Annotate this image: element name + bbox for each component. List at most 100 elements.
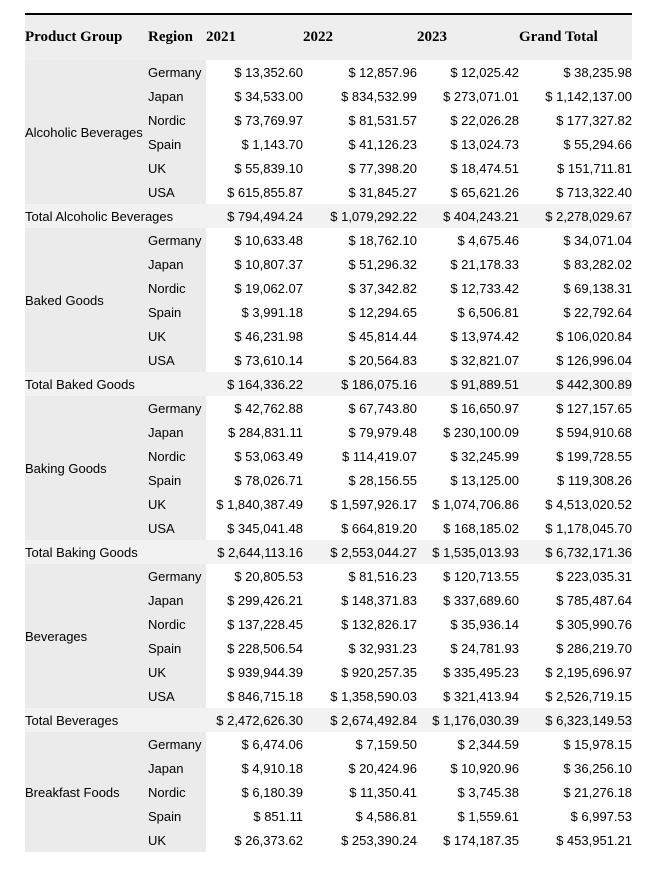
value-cell: $ 615,855.87 [206,180,303,204]
value-cell: $ 24,781.93 [417,636,519,660]
value-cell: $ 19,062.07 [206,276,303,300]
value-cell: $ 21,276.18 [519,780,632,804]
value-cell: $ 69,138.31 [519,276,632,300]
total-row: Total Alcoholic Beverages $ 794,494.24 $ 1… [25,204,632,228]
value-cell: $ 713,322.40 [519,180,632,204]
value-cell: $ 53,063.49 [206,444,303,468]
region-cell: Japan [148,84,206,108]
region-cell: USA [148,684,206,708]
value-cell: $ 273,071.01 [417,84,519,108]
value-cell: $ 55,294.66 [519,132,632,156]
product-group-cell: Alcoholic Beverages [25,60,148,204]
value-cell: $ 2,195,696.97 [519,660,632,684]
table-row: Nordic $ 6,180.39 $ 11,350.41 $ 3,745.38 $ 2… [25,780,632,804]
value-cell: $ 51,296.32 [303,252,417,276]
value-cell: $ 920,257.35 [303,660,417,684]
value-cell: $ 106,020.84 [519,324,632,348]
value-cell: $ 13,125.00 [417,468,519,492]
value-cell: $ 230,100.09 [417,420,519,444]
product-group-cell: Beverages [25,564,148,708]
table-header: Product Group Region 2021 2022 2023 Gran… [25,14,632,60]
region-cell: Spain [148,468,206,492]
total-value-cell: $ 2,278,029.67 [519,204,632,228]
value-cell: $ 20,564.83 [303,348,417,372]
table-body: Alcoholic Beverages Germany $ 13,352.60 $ 1… [25,60,632,852]
value-cell: $ 114,419.07 [303,444,417,468]
header-row: Product Group Region 2021 2022 2023 Gran… [25,14,632,60]
col-header-2022: 2022 [303,14,417,60]
value-cell: $ 26,373.62 [206,828,303,852]
total-row: Total Baking Goods $ 2,644,113.16 $ 2,553,… [25,540,632,564]
value-cell: $ 305,990.76 [519,612,632,636]
value-cell: $ 10,807.37 [206,252,303,276]
value-cell: $ 65,621.26 [417,180,519,204]
region-cell: UK [148,492,206,516]
value-cell: $ 284,831.11 [206,420,303,444]
value-cell: $ 453,951.21 [519,828,632,852]
value-cell: $ 834,532.99 [303,84,417,108]
value-cell: $ 2,344.59 [417,732,519,756]
region-cell: Spain [148,300,206,324]
value-cell: $ 223,035.31 [519,564,632,588]
value-cell: $ 55,839.10 [206,156,303,180]
value-cell: $ 132,826.17 [303,612,417,636]
value-cell: $ 148,371.83 [303,588,417,612]
table-row: Japan $ 34,533.00 $ 834,532.99 $ 273,071.01… [25,84,632,108]
value-cell: $ 6,506.81 [417,300,519,324]
value-cell: $ 20,424.96 [303,756,417,780]
table-row: UK $ 46,231.98 $ 45,814.44 $ 13,974.42 $ 106… [25,324,632,348]
region-cell: Nordic [148,444,206,468]
value-cell: $ 1,142,137.00 [519,84,632,108]
region-cell: Japan [148,420,206,444]
product-group-cell: Breakfast Foods [25,732,148,852]
value-cell: $ 6,180.39 [206,780,303,804]
value-cell: $ 253,390.24 [303,828,417,852]
total-value-cell: $ 1,535,013.93 [417,540,519,564]
value-cell: $ 81,531.57 [303,108,417,132]
total-label-cell: Total Beverages [25,708,206,732]
region-cell: Nordic [148,108,206,132]
value-cell: $ 120,713.55 [417,564,519,588]
value-cell: $ 73,769.97 [206,108,303,132]
value-cell: $ 32,821.07 [417,348,519,372]
table-row: Breakfast Foods Germany $ 6,474.06 $ 7,159.… [25,732,632,852]
table-row: USA $ 615,855.87 $ 31,845.27 $ 65,621.26 $ 7… [25,180,632,204]
value-cell: $ 299,426.21 [206,588,303,612]
value-cell: $ 78,026.71 [206,468,303,492]
value-cell: $ 939,944.39 [206,660,303,684]
region-cell: Japan [148,252,206,276]
value-cell: $ 286,219.70 [519,636,632,660]
table-row: USA $ 345,041.48 $ 664,819.20 $ 168,185.02 $… [25,516,632,540]
region-cell: UK [148,324,206,348]
total-value-cell: $ 164,336.22 [206,372,303,396]
value-cell: $ 127,157.65 [519,396,632,420]
product-group-cell: Baked Goods [25,228,148,372]
table-row: Spain $ 1,143.70 $ 41,126.23 $ 13,024.73 $ 5… [25,132,632,156]
value-cell: $ 337,689.60 [417,588,519,612]
value-cell: $ 151,711.81 [519,156,632,180]
total-value-cell: $ 2,674,492.84 [303,708,417,732]
value-cell: $ 119,308.26 [519,468,632,492]
value-cell: $ 73,610.14 [206,348,303,372]
value-cell: $ 1,143.70 [206,132,303,156]
table-row: Nordic $ 73,769.97 $ 81,531.57 $ 22,026.28 $… [25,108,632,132]
region-cell: Germany [148,228,206,252]
value-cell: $ 36,256.10 [519,756,632,780]
col-header-region: Region [148,14,206,60]
value-cell: $ 174,187.35 [417,828,519,852]
value-cell: $ 168,185.02 [417,516,519,540]
table-row: USA $ 846,715.18 $ 1,358,590.03 $ 321,413.9… [25,684,632,708]
region-cell: USA [148,516,206,540]
table-row: UK $ 939,944.39 $ 920,257.35 $ 335,495.23 $ … [25,660,632,684]
value-cell: $ 335,495.23 [417,660,519,684]
value-cell: $ 46,231.98 [206,324,303,348]
region-cell: Spain [148,132,206,156]
region-cell: Germany [148,564,206,588]
value-cell: $ 851.11 [206,804,303,828]
table-row: Spain $ 3,991.18 $ 12,294.65 $ 6,506.81 $ 22… [25,300,632,324]
table-row: Baked Goods Germany $ 10,633.48 $ 18,762.10… [25,228,632,372]
total-value-cell: $ 404,243.21 [417,204,519,228]
table-row: Japan $ 10,807.37 $ 51,296.32 $ 21,178.33 $ … [25,252,632,276]
col-header-product-group: Product Group [25,14,148,60]
region-cell: Germany [148,60,206,84]
